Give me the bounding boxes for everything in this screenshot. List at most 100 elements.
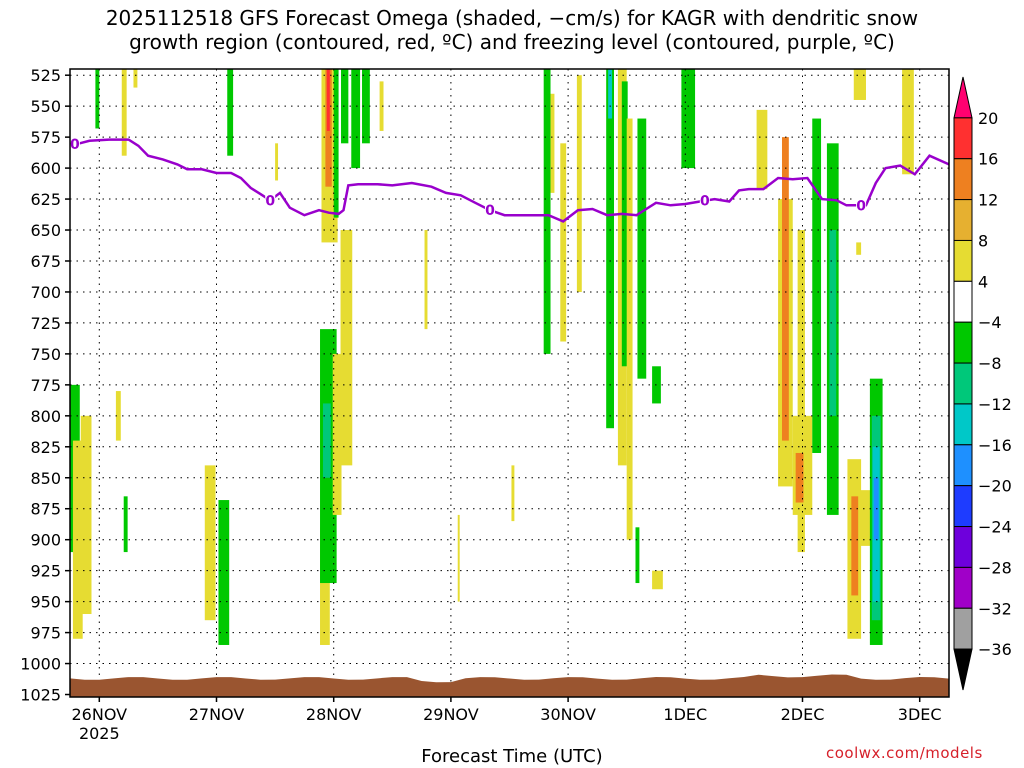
y-tick-label-925: 925 (30, 562, 61, 581)
shaded-region-0 (95, 69, 100, 129)
colorbar-top-arrow (953, 76, 973, 119)
colorbar-swatch-5 (953, 280, 973, 323)
x-tick-label-30NOV: 30NOV (540, 705, 596, 724)
colorbar-swatch-8 (953, 403, 973, 446)
shaded-region-26 (652, 570, 663, 590)
x-tick-label-26NOV: 26NOV (72, 705, 128, 724)
shaded-region-9 (341, 69, 349, 144)
shaded-region-10 (351, 69, 361, 169)
fzl-label-1: 0 (265, 193, 275, 209)
shaded-region-31 (797, 230, 805, 553)
shaded-region-50 (115, 391, 121, 441)
colorbar-swatch-9 (953, 444, 973, 487)
colorbar-swatch-7 (953, 362, 973, 405)
shaded-region-25 (635, 527, 640, 584)
shaded-region-38 (856, 242, 862, 255)
shaded-region-15 (550, 93, 555, 193)
colorbar-bottom-arrow (953, 648, 973, 691)
colorbar-swatch-1 (953, 117, 973, 160)
shaded-region-7 (326, 69, 330, 131)
shaded-region-37 (853, 69, 866, 100)
colorbar-label-4: 4 (978, 272, 988, 291)
fzl-label-bg-1 (265, 192, 276, 208)
shaded-region-4 (275, 143, 279, 181)
fzl-label-2: 0 (485, 203, 495, 219)
y-tick-label-750: 750 (30, 345, 61, 364)
colorbar-label-6: −8 (978, 354, 1002, 373)
y-tick-label-600: 600 (30, 159, 61, 178)
y-tick-label-675: 675 (30, 252, 61, 271)
fzl-label-bg-2 (484, 202, 495, 218)
colorbar-swatch-12 (953, 566, 973, 609)
y-tick-label-1025: 1025 (20, 686, 61, 705)
y-tick-label-775: 775 (30, 376, 61, 395)
colorbar-label-11: −28 (978, 558, 1012, 577)
y-tick-label-875: 875 (30, 500, 61, 519)
omega-shading (70, 69, 914, 645)
shaded-region-56 (322, 403, 331, 478)
fzl-label-3: 0 (700, 194, 710, 210)
y-axis-ticks: 525 550 575 600 625 650 675 700 725 750 775 800 825 8… (20, 66, 70, 705)
shaded-region-36 (829, 230, 837, 416)
y-tick-label-950: 950 (30, 593, 61, 612)
y-tick-label-800: 800 (30, 407, 61, 426)
colorbar-swatch-10 (953, 485, 973, 528)
x-tick-sublabel-26NOV: 2025 (79, 724, 120, 743)
x-tick-label-1DEC: 1DEC (663, 705, 707, 724)
colorbar-label-9: −20 (978, 477, 1012, 496)
x-tick-label-27NOV: 27NOV (189, 705, 245, 724)
colorbar-label-5: −4 (978, 313, 1002, 332)
colorbar-label-10: −24 (978, 518, 1012, 537)
colorbar-swatch-3 (953, 199, 973, 241)
terrain-fill (70, 674, 949, 697)
shaded-region-14 (543, 69, 551, 354)
x-tick-label-28NOV: 28NOV (306, 705, 362, 724)
colorbar-label-0: 20 (978, 109, 998, 128)
shaded-region-17 (576, 75, 582, 292)
y-tick-label-725: 725 (30, 314, 61, 333)
shaded-region-16 (560, 143, 567, 342)
colorbar-swatch-2 (953, 158, 973, 201)
chart-title-line2: growth region (contoured, red, ºC) and f… (129, 30, 895, 54)
colorbar-label-12: −32 (978, 599, 1012, 618)
y-tick-label-550: 550 (30, 97, 61, 116)
fzl-label-bg-4 (856, 197, 867, 213)
shaded-region-46 (902, 69, 914, 175)
plot-frame (69, 68, 950, 698)
shaded-region-49 (80, 415, 92, 615)
colorbar-label-2: 12 (978, 191, 998, 210)
shaded-region-13 (379, 81, 384, 131)
colorbar-label-7: −12 (978, 395, 1012, 414)
y-tick-label-825: 825 (30, 438, 61, 457)
y-tick-label-700: 700 (30, 283, 61, 302)
y-tick-label-525: 525 (30, 66, 61, 85)
chart-title-line1: 2025112518 GFS Forecast Omega (shaded, −… (105, 6, 919, 30)
shaded-region-23 (637, 118, 647, 379)
y-tick-label-1000: 1000 (20, 655, 61, 674)
shaded-region-32 (781, 137, 789, 441)
y-tick-label-575: 575 (30, 128, 61, 147)
shaded-region-41 (860, 490, 871, 546)
fzl-label-bg-3 (699, 192, 710, 208)
colorbar-swatch-4 (953, 239, 973, 282)
shaded-region-11 (362, 69, 370, 144)
shaded-region-34 (812, 118, 822, 453)
shaded-region-28 (756, 109, 768, 190)
x-tick-label-2DEC: 2DEC (781, 705, 825, 724)
shaded-region-1 (121, 69, 127, 156)
colorbar-swatch-6 (953, 321, 973, 364)
shaded-region-21 (621, 81, 628, 367)
shaded-region-53 (218, 500, 230, 645)
y-tick-label-975: 975 (30, 624, 61, 643)
shaded-region-3 (227, 69, 234, 156)
colorbar-label-8: −16 (978, 436, 1012, 455)
colorbar-swatch-11 (953, 526, 973, 568)
x-tick-label-3DEC: 3DEC (898, 705, 942, 724)
colorbar-swatch-13 (953, 607, 973, 650)
colorbar-label-3: 8 (978, 231, 988, 250)
fzl-label-bg-0 (69, 135, 80, 151)
shaded-region-19 (608, 69, 613, 119)
shaded-region-57 (332, 353, 342, 515)
